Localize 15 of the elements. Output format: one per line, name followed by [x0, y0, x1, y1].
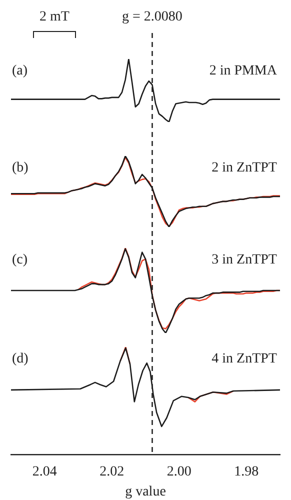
x-axis-title: g value	[125, 484, 166, 500]
x-tick-label: 1.98	[234, 464, 259, 480]
annotation: (c)	[12, 252, 28, 268]
x-tick-label: 2.04	[32, 464, 57, 480]
annotation: (d)	[12, 352, 29, 367]
annotation: 4 in ZnTPT	[212, 352, 278, 367]
annotation: (b)	[12, 160, 29, 176]
x-tick-label: 2.02	[100, 464, 124, 480]
x-tick-label: 2.00	[166, 464, 192, 480]
annotation: 3 in ZnTPT	[212, 252, 278, 268]
text: 2 mT	[40, 10, 70, 25]
ref-line-label: g = 2.0080	[122, 10, 182, 25]
annotation: (a)	[12, 64, 28, 79]
annotation: 2 in ZnTPT	[212, 160, 278, 176]
annotation: 2 in PMMA	[209, 64, 278, 79]
